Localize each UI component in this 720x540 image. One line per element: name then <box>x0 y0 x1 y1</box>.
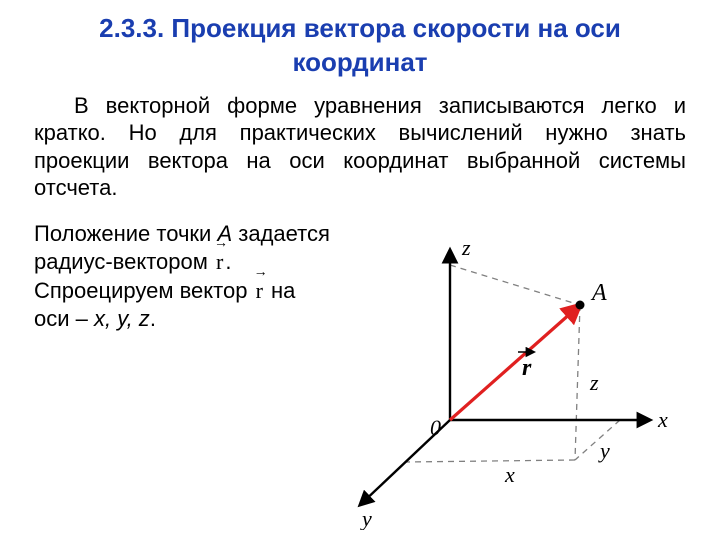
side-paragraph: Положение точки A задается радиус-вектор… <box>0 202 334 334</box>
label-axis-z: z <box>461 235 471 260</box>
label-origin: 0 <box>430 415 441 440</box>
vector-r-inline-2: →r <box>254 277 265 306</box>
coordinate-diagram: z x y 0 A r z x y <box>330 230 690 530</box>
dim-x: x <box>504 462 515 487</box>
sidetext-end: . <box>150 306 156 331</box>
dim-z: z <box>589 370 599 395</box>
dim-y: y <box>598 438 610 463</box>
sidetext-part1: Положение точки <box>34 221 217 246</box>
axes-list: x, y, z <box>94 306 150 331</box>
svg-text:r: r <box>522 355 532 381</box>
label-point-A: A <box>590 280 607 306</box>
intro-paragraph: В векторной форме уравнения записываются… <box>0 88 720 202</box>
vector-r <box>450 305 580 420</box>
label-axis-y: y <box>360 506 372 530</box>
point-A <box>576 301 585 310</box>
sidetext-period: . <box>225 249 231 274</box>
section-title: 2.3.3. Проекция вектора скорости на оси … <box>0 0 720 88</box>
vector-r-inline-1: →r <box>214 248 225 277</box>
label-axis-x: x <box>657 407 668 432</box>
sidetext-part3: Спроецируем вектор <box>34 278 254 303</box>
